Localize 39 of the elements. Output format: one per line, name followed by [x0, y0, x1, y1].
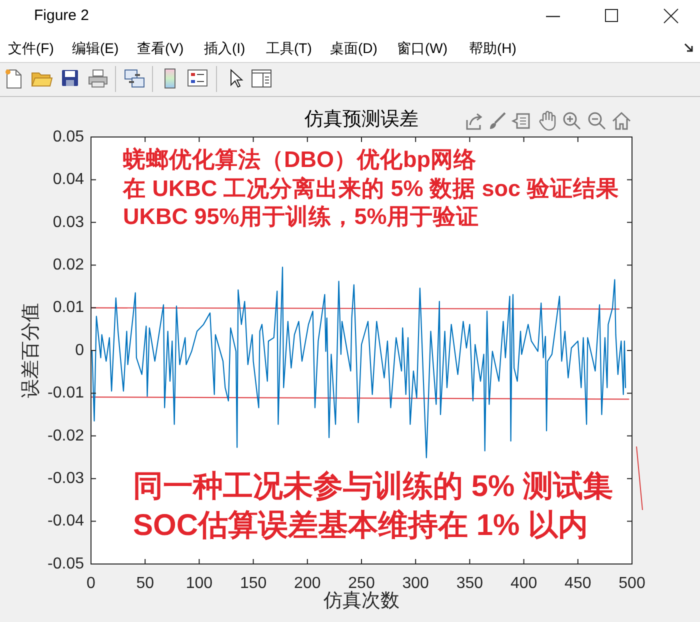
- caption: Figure 2: [34, 7, 90, 25]
- text: 文件(F): [8, 40, 54, 56]
- annotation: 同一种工况未参与训练的 5% 测试集: [133, 469, 614, 505]
- annotation: 蜣螂优化算法（DBO）优化bp网络: [123, 146, 476, 172]
- annotation: UKBC 95%用于训练，5%用于验证: [123, 202, 479, 230]
- x-tick-label: 150: [240, 575, 267, 592]
- x-tick-label: 400: [510, 575, 538, 592]
- x-tick-label: 250: [348, 575, 375, 592]
- y-tick-label: 0.03: [52, 214, 84, 231]
- annotation: 在 UKBC 工况分离出来的 5% 数据 soc 验证结果: [123, 174, 619, 202]
- text: 插入(I): [204, 40, 246, 56]
- y-axis-title: 误差百分值: [20, 303, 42, 398]
- text: 帮助(H): [469, 40, 516, 56]
- annotation: SOC估算误差基本维持在 1% 以内: [133, 508, 588, 544]
- y-tick-label: 0.05: [52, 128, 84, 146]
- y-tick-label: -0.03: [48, 470, 84, 488]
- y-tick-label: -0.04: [48, 512, 84, 530]
- x-tick-label: 50: [136, 575, 154, 592]
- text: 编辑(E): [72, 40, 119, 56]
- x-tick-label: 200: [294, 575, 321, 592]
- text: 工具(T): [266, 40, 312, 56]
- text: 窗口(W): [397, 40, 448, 56]
- text: 查看(V): [137, 40, 184, 56]
- text: 桌面(D): [330, 40, 378, 56]
- y-tick-label: -0.05: [48, 555, 84, 572]
- y-tick-label: 0.01: [52, 299, 84, 316]
- y-tick-label: -0.01: [48, 384, 84, 402]
- y-tick-label: 0.04: [52, 171, 84, 188]
- x-tick-label: 0: [86, 575, 96, 592]
- x-tick-label: 350: [456, 575, 484, 592]
- y-tick-label: 0.02: [52, 256, 84, 274]
- y-tick-label: 0: [75, 342, 84, 359]
- x-tick-label: 500: [618, 575, 646, 592]
- x-tick-label: 300: [402, 575, 430, 592]
- chart-title: 仿真预测误差: [304, 108, 418, 130]
- x-axis-title: 仿真次数: [322, 590, 400, 612]
- x-tick-label: 450: [564, 575, 592, 592]
- x-tick-label: 100: [186, 575, 213, 592]
- y-tick-label: -0.02: [48, 427, 84, 444]
